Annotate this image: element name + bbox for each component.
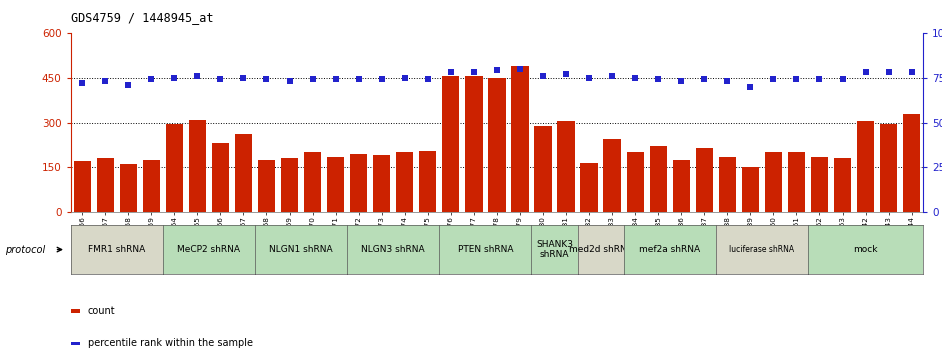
Bar xyxy=(304,152,321,212)
Text: count: count xyxy=(88,306,115,316)
Text: MeCP2 shRNA: MeCP2 shRNA xyxy=(177,245,240,254)
Bar xyxy=(488,78,506,212)
Point xyxy=(144,77,159,82)
Bar xyxy=(327,157,344,212)
Bar xyxy=(512,66,528,212)
Bar xyxy=(650,147,667,212)
Bar xyxy=(903,114,920,212)
Text: percentile rank within the sample: percentile rank within the sample xyxy=(88,338,252,348)
Text: luciferase shRNA: luciferase shRNA xyxy=(729,245,794,254)
Text: GDS4759 / 1448945_at: GDS4759 / 1448945_at xyxy=(71,11,213,24)
Bar xyxy=(811,157,828,212)
Point xyxy=(559,71,574,77)
Point xyxy=(674,78,689,84)
Point xyxy=(74,80,89,86)
Bar xyxy=(604,139,621,212)
Point xyxy=(788,77,804,82)
Bar xyxy=(97,158,114,212)
Bar xyxy=(857,121,874,212)
Point xyxy=(535,73,550,79)
Bar xyxy=(580,163,598,212)
Bar xyxy=(142,160,160,212)
Point xyxy=(904,69,919,75)
Text: NLGN1 shRNA: NLGN1 shRNA xyxy=(269,245,333,254)
Bar xyxy=(396,152,414,212)
Point xyxy=(444,69,459,75)
Bar xyxy=(235,134,252,212)
Point xyxy=(98,78,113,84)
Bar xyxy=(834,158,852,212)
Bar xyxy=(719,157,736,212)
Point xyxy=(213,77,228,82)
Bar xyxy=(419,151,436,212)
Bar xyxy=(788,152,805,212)
Point xyxy=(697,77,712,82)
Point xyxy=(466,69,481,75)
Bar xyxy=(558,121,575,212)
Point xyxy=(766,77,781,82)
Point xyxy=(743,84,758,90)
Point xyxy=(490,68,505,73)
Point xyxy=(651,77,666,82)
Point xyxy=(420,77,435,82)
Bar xyxy=(373,155,390,212)
Bar xyxy=(534,126,552,212)
Point xyxy=(835,77,850,82)
Bar xyxy=(695,148,713,212)
Point xyxy=(605,73,620,79)
Bar xyxy=(120,164,137,212)
Point xyxy=(351,77,366,82)
Point xyxy=(167,75,182,81)
Point xyxy=(881,69,896,75)
Bar xyxy=(188,119,206,212)
Point xyxy=(121,82,136,88)
Point xyxy=(627,75,642,81)
Point xyxy=(858,69,873,75)
Point xyxy=(374,77,389,82)
Text: med2d shRNA: med2d shRNA xyxy=(569,245,632,254)
Bar xyxy=(212,143,229,212)
Bar xyxy=(626,152,643,212)
Point xyxy=(305,77,320,82)
Point xyxy=(328,77,343,82)
Point xyxy=(812,77,827,82)
Text: NLGN3 shRNA: NLGN3 shRNA xyxy=(362,245,425,254)
Point xyxy=(512,66,528,72)
Point xyxy=(282,78,297,84)
Point xyxy=(581,75,596,81)
Bar xyxy=(465,76,482,212)
Bar xyxy=(281,158,299,212)
Point xyxy=(398,75,413,81)
Point xyxy=(259,77,274,82)
Point xyxy=(236,75,251,81)
Point xyxy=(720,78,735,84)
Bar xyxy=(258,160,275,212)
Bar xyxy=(73,162,90,212)
Bar xyxy=(673,160,690,212)
Point xyxy=(190,73,205,79)
Text: mef2a shRNA: mef2a shRNA xyxy=(640,245,700,254)
Bar xyxy=(765,152,782,212)
Bar xyxy=(166,124,183,212)
Bar xyxy=(442,76,460,212)
Bar xyxy=(741,167,759,212)
Text: protocol: protocol xyxy=(5,245,45,254)
Text: SHANK3
shRNA: SHANK3 shRNA xyxy=(536,240,573,259)
Text: mock: mock xyxy=(853,245,878,254)
Text: PTEN shRNA: PTEN shRNA xyxy=(458,245,513,254)
Bar xyxy=(880,124,897,212)
Text: FMR1 shRNA: FMR1 shRNA xyxy=(89,245,145,254)
Bar xyxy=(350,154,367,212)
